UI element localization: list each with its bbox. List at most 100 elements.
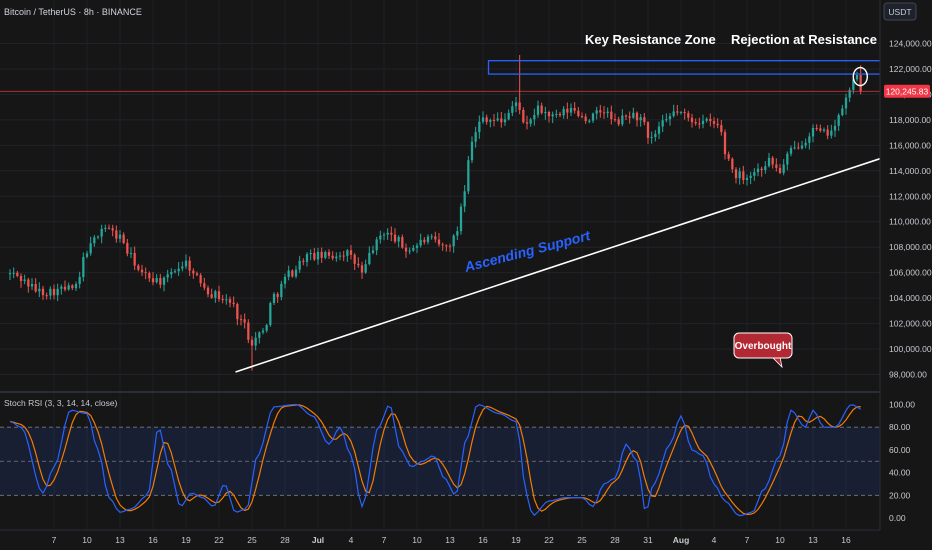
candle-body — [320, 251, 323, 258]
candle-body — [533, 114, 536, 120]
candle-body — [848, 89, 851, 98]
time-axis-ticks: 7 10 13 16 19 22 25 28 Jul 4 7 10 13 16 19 22 25 28 31 Aug 4… — [52, 535, 851, 545]
time-tick-label: 13 — [445, 535, 455, 545]
candle-body — [214, 291, 217, 298]
candle-body — [78, 277, 81, 285]
candle-body — [628, 116, 631, 118]
candle-body — [577, 110, 580, 117]
candle-body — [580, 116, 584, 118]
candle-body — [430, 236, 433, 238]
candle-body — [305, 254, 309, 262]
candle-body — [250, 339, 254, 346]
candle-body — [49, 288, 52, 296]
candle-body — [269, 302, 272, 325]
candle-body — [133, 253, 136, 266]
candle-body — [371, 250, 375, 253]
candle-body — [456, 231, 459, 236]
candle-body — [45, 295, 48, 297]
candle-body — [584, 116, 587, 122]
candle-body — [294, 269, 298, 277]
candle-body — [210, 294, 213, 298]
time-tick-label: 22 — [214, 535, 224, 545]
overbought-badge[interactable]: Overbought — [733, 332, 793, 369]
candle-body — [852, 79, 855, 90]
ascending-support-line[interactable] — [235, 150, 902, 373]
candle-body — [111, 228, 114, 231]
candle-body — [258, 332, 261, 338]
candle-body — [639, 117, 642, 121]
candle-body — [419, 239, 422, 246]
rsi-tick-label: 40.00 — [889, 468, 911, 478]
candle-body — [41, 288, 45, 296]
candle-body — [126, 243, 129, 254]
candle-body — [463, 191, 466, 207]
candle-body — [236, 303, 239, 320]
candle-body — [228, 299, 232, 303]
candle-body — [720, 125, 723, 133]
candle-body — [672, 111, 675, 117]
time-tick-label: 19 — [181, 535, 191, 545]
candle-body — [804, 142, 807, 146]
candle-body — [60, 286, 63, 289]
candle-body — [283, 276, 287, 284]
candle-body — [96, 236, 100, 238]
candle-body — [514, 102, 518, 107]
candle-body — [221, 299, 224, 301]
candle-body — [500, 118, 503, 123]
candle-body — [569, 107, 573, 113]
candle-body — [434, 236, 437, 240]
candle-body — [38, 288, 41, 292]
price-tick-label: 124,000.00 — [889, 39, 932, 49]
candle-body — [445, 245, 448, 247]
candle-body — [85, 253, 89, 257]
candle-body — [412, 247, 415, 251]
candle-body — [148, 273, 151, 279]
candle-body — [437, 239, 441, 245]
time-tick-label: 7 — [52, 535, 57, 545]
candle-body — [756, 168, 760, 173]
candle-body — [525, 122, 529, 124]
candle-body — [657, 126, 661, 134]
candle-body — [335, 256, 338, 259]
candle-body — [485, 117, 488, 122]
candle-body — [536, 105, 540, 115]
candle-body — [676, 111, 679, 113]
candle-body — [137, 265, 140, 270]
candle-body — [390, 232, 393, 235]
candle-body — [276, 293, 279, 298]
candle-body — [474, 132, 477, 142]
candle-body — [624, 115, 628, 117]
time-axis[interactable] — [0, 530, 932, 550]
candle-body — [426, 236, 430, 243]
candle-body — [327, 252, 331, 256]
candle-body — [173, 271, 177, 273]
candle-body — [122, 234, 125, 244]
price-tick-label: 102,000.00 — [889, 319, 932, 329]
candle-body — [782, 164, 785, 173]
stoch-rsi-k-line — [9, 403, 862, 517]
candle-body — [745, 177, 749, 180]
candle-body — [379, 235, 382, 240]
time-tick-label: 28 — [280, 535, 290, 545]
candle-body — [107, 227, 111, 229]
currency-button[interactable]: USDT — [883, 2, 917, 21]
candle-body — [859, 75, 862, 92]
price-tick-label: 98,000.00 — [889, 370, 927, 380]
candle-body — [140, 269, 144, 273]
candle-body — [522, 109, 525, 123]
candle-body — [291, 270, 294, 277]
candle-body — [199, 275, 202, 284]
candle-body — [595, 110, 598, 114]
candle-body — [566, 108, 569, 113]
rejection-circle[interactable] — [852, 66, 868, 87]
candle-body — [705, 118, 708, 121]
candle-body — [496, 118, 499, 121]
candle-body — [346, 250, 349, 256]
rsi-axis-ticks: 0.00 20.00 40.00 60.00 80.00 100.00 — [889, 400, 915, 524]
candle-body — [635, 112, 639, 121]
candle-body — [8, 273, 12, 275]
candle-body — [104, 227, 107, 229]
candle-body — [415, 245, 419, 248]
key-resistance-label: Key Resistance Zone — [585, 32, 716, 47]
